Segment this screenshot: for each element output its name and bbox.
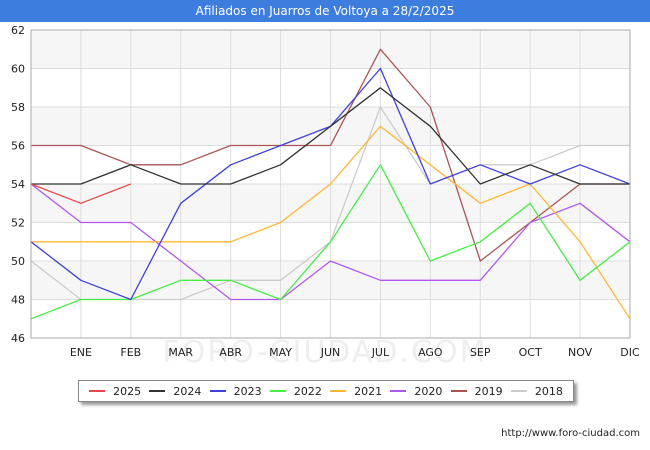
y-tick-label: 52 (11, 217, 25, 230)
y-tick-label: 56 (11, 140, 25, 153)
x-tick-label: FEB (120, 346, 141, 359)
y-tick-label: 62 (11, 24, 25, 37)
legend-label: 2025 (113, 384, 142, 398)
y-tick-label: 58 (11, 101, 25, 114)
legend-item-2021: 2021 (330, 385, 382, 398)
source-credit: http://www.foro-ciudad.com (501, 428, 640, 439)
x-tick-label: OCT (519, 346, 542, 359)
x-tick-label: ENE (70, 346, 92, 359)
legend-label: 2019 (474, 384, 503, 398)
x-tick-label: JUL (371, 346, 390, 359)
legend-swatch (510, 390, 527, 392)
plot-frame (30, 29, 631, 339)
series-line-2020 (30, 183, 631, 301)
y-tick-label: 50 (11, 255, 25, 268)
legend-item-2022: 2022 (269, 384, 322, 398)
legend-item-2018: 2018 (510, 384, 563, 398)
legend-label: 2020 (414, 384, 443, 398)
legend-item-2023: 2023 (209, 384, 262, 398)
legend-swatch (390, 390, 407, 392)
series-line-2024 (31, 87, 630, 185)
x-tick-label: MAY (269, 346, 292, 359)
line-chart: FORO-CIUDAD.COM 46 48 50 52 54 56 58 60 62 ENE FEB… (11, 24, 640, 370)
x-tick-label: AGO (418, 346, 443, 359)
series-line-2025 (30, 183, 132, 204)
legend-label: 2023 (233, 384, 262, 398)
legend-label: 2022 (293, 384, 322, 398)
legend-swatch (269, 390, 286, 392)
legend-label: 2018 (534, 384, 563, 398)
x-tick-label: NOV (568, 346, 593, 359)
x-tick-label: DIC (620, 346, 640, 359)
legend-item-2025: 2025 (89, 385, 141, 398)
legend-item-2024: 2024 (149, 385, 201, 398)
legend-swatch (330, 390, 347, 392)
series-layer (30, 48, 631, 320)
legend-swatch (450, 390, 467, 392)
legend-swatch (149, 390, 166, 392)
axis-layer: 46 48 50 52 54 56 58 60 62 ENE FEB MAR ABR MAY JUN JUL A… (11, 24, 640, 359)
y-tick-label: 46 (11, 332, 25, 345)
x-tick-label: JUN (320, 346, 341, 359)
legend-label: 2021 (354, 384, 383, 398)
watermark: FORO-CIUDAD.COM (163, 335, 488, 370)
x-tick-label: ABR (219, 346, 242, 359)
legend-swatch (89, 390, 106, 392)
legend: 2025 2024 2023 2022 2021 2020 2019 2018 (78, 380, 574, 402)
legend-swatch (209, 390, 226, 392)
legend-item-2020: 2020 (390, 385, 442, 398)
y-tick-label: 54 (11, 178, 25, 191)
y-tick-label: 60 (11, 63, 25, 76)
x-tick-label: SEP (470, 346, 491, 359)
chart-title: Afiliados en Juarros de Voltoya a 28/2/2… (0, 0, 650, 22)
legend-item-2019: 2019 (450, 384, 503, 398)
x-tick-label: MAR (168, 346, 193, 359)
y-tick-label: 48 (11, 294, 25, 307)
legend-label: 2024 (173, 384, 202, 398)
